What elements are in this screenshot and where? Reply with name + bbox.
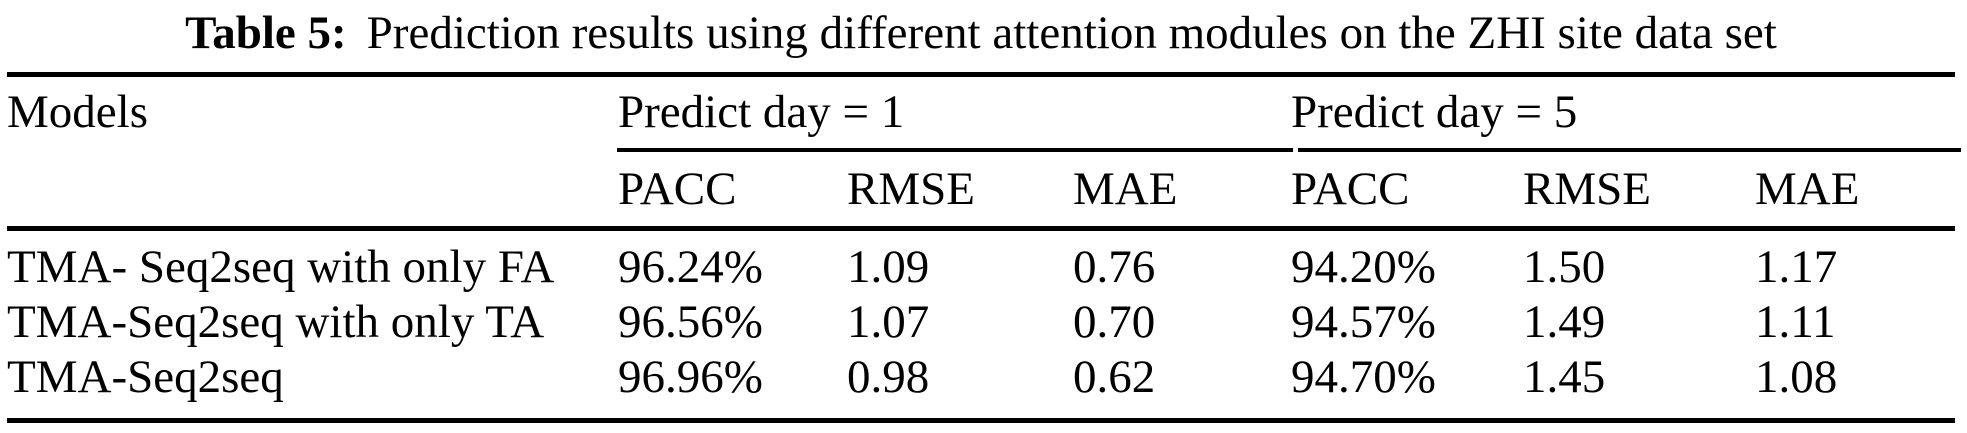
cmidrule-day-5 xyxy=(1298,148,1961,152)
group-header-predict-day-5: Predict day = 5 xyxy=(1291,86,1578,138)
header-d5-mae: MAE xyxy=(1755,162,1860,215)
value-d1-mae: 0.76 xyxy=(1073,241,1156,293)
value-d1-mae: 0.70 xyxy=(1073,296,1156,348)
group-underline-band xyxy=(7,148,1961,152)
value-d5-pacc: 94.70% xyxy=(1291,351,1436,403)
value-d5-pacc: 94.20% xyxy=(1291,241,1436,293)
table-body: TMA- Seq2seq with only FA 96.24% 1.09 0.… xyxy=(7,231,1955,418)
value-d1-pacc: 96.56% xyxy=(618,296,763,348)
header-d5-rmse: RMSE xyxy=(1523,162,1651,215)
value-d5-rmse: 1.49 xyxy=(1523,296,1606,348)
header-d1-mae: MAE xyxy=(1073,162,1178,215)
value-d1-pacc: 96.24% xyxy=(618,241,763,293)
header-d1-rmse: RMSE xyxy=(847,162,975,215)
value-d1-mae: 0.62 xyxy=(1073,351,1156,403)
models-column-header: Models xyxy=(7,86,148,138)
table-caption-text: Prediction results using different atten… xyxy=(366,6,1777,59)
value-d5-pacc: 94.57% xyxy=(1291,296,1436,348)
mid-rule xyxy=(7,226,1955,231)
value-d1-pacc: 96.96% xyxy=(618,351,763,403)
cmidrule-day-1 xyxy=(617,148,1293,152)
value-d5-rmse: 1.45 xyxy=(1523,351,1606,403)
value-d1-rmse: 1.07 xyxy=(847,296,930,348)
table-row: TMA- Seq2seq with only FA 96.24% 1.09 0.… xyxy=(7,240,1955,295)
value-d1-rmse: 0.98 xyxy=(847,351,930,403)
model-name: TMA- Seq2seq with only FA xyxy=(7,241,555,293)
table-caption-number: Table 5: xyxy=(185,6,347,59)
table-row: TMA-Seq2seq with only TA 96.56% 1.07 0.7… xyxy=(7,295,1955,350)
header-d1-pacc: PACC xyxy=(618,162,737,215)
top-rule xyxy=(7,72,1955,77)
value-d5-mae: 1.17 xyxy=(1755,241,1838,293)
header-d5-pacc: PACC xyxy=(1291,162,1410,215)
value-d5-rmse: 1.50 xyxy=(1523,241,1606,293)
bottom-rule xyxy=(7,418,1955,423)
table-caption: Table 5: Prediction results using differ… xyxy=(7,0,1955,66)
results-table: Models Predict day = 1 Predict day = 5 P… xyxy=(7,72,1961,423)
group-header-predict-day-1: Predict day = 1 xyxy=(618,86,905,138)
value-d5-mae: 1.11 xyxy=(1755,296,1836,348)
value-d1-rmse: 1.09 xyxy=(847,241,930,293)
table-row: TMA-Seq2seq 96.96% 0.98 0.62 94.70% 1.45… xyxy=(7,350,1955,405)
value-d5-mae: 1.08 xyxy=(1755,351,1838,403)
model-name: TMA-Seq2seq with only TA xyxy=(7,296,545,348)
group-header-row: Models Predict day = 1 Predict day = 5 xyxy=(7,77,1955,148)
metric-header-row: PACC RMSE MAE PACC RMSE MAE xyxy=(7,152,1955,226)
model-name: TMA-Seq2seq xyxy=(7,351,284,403)
